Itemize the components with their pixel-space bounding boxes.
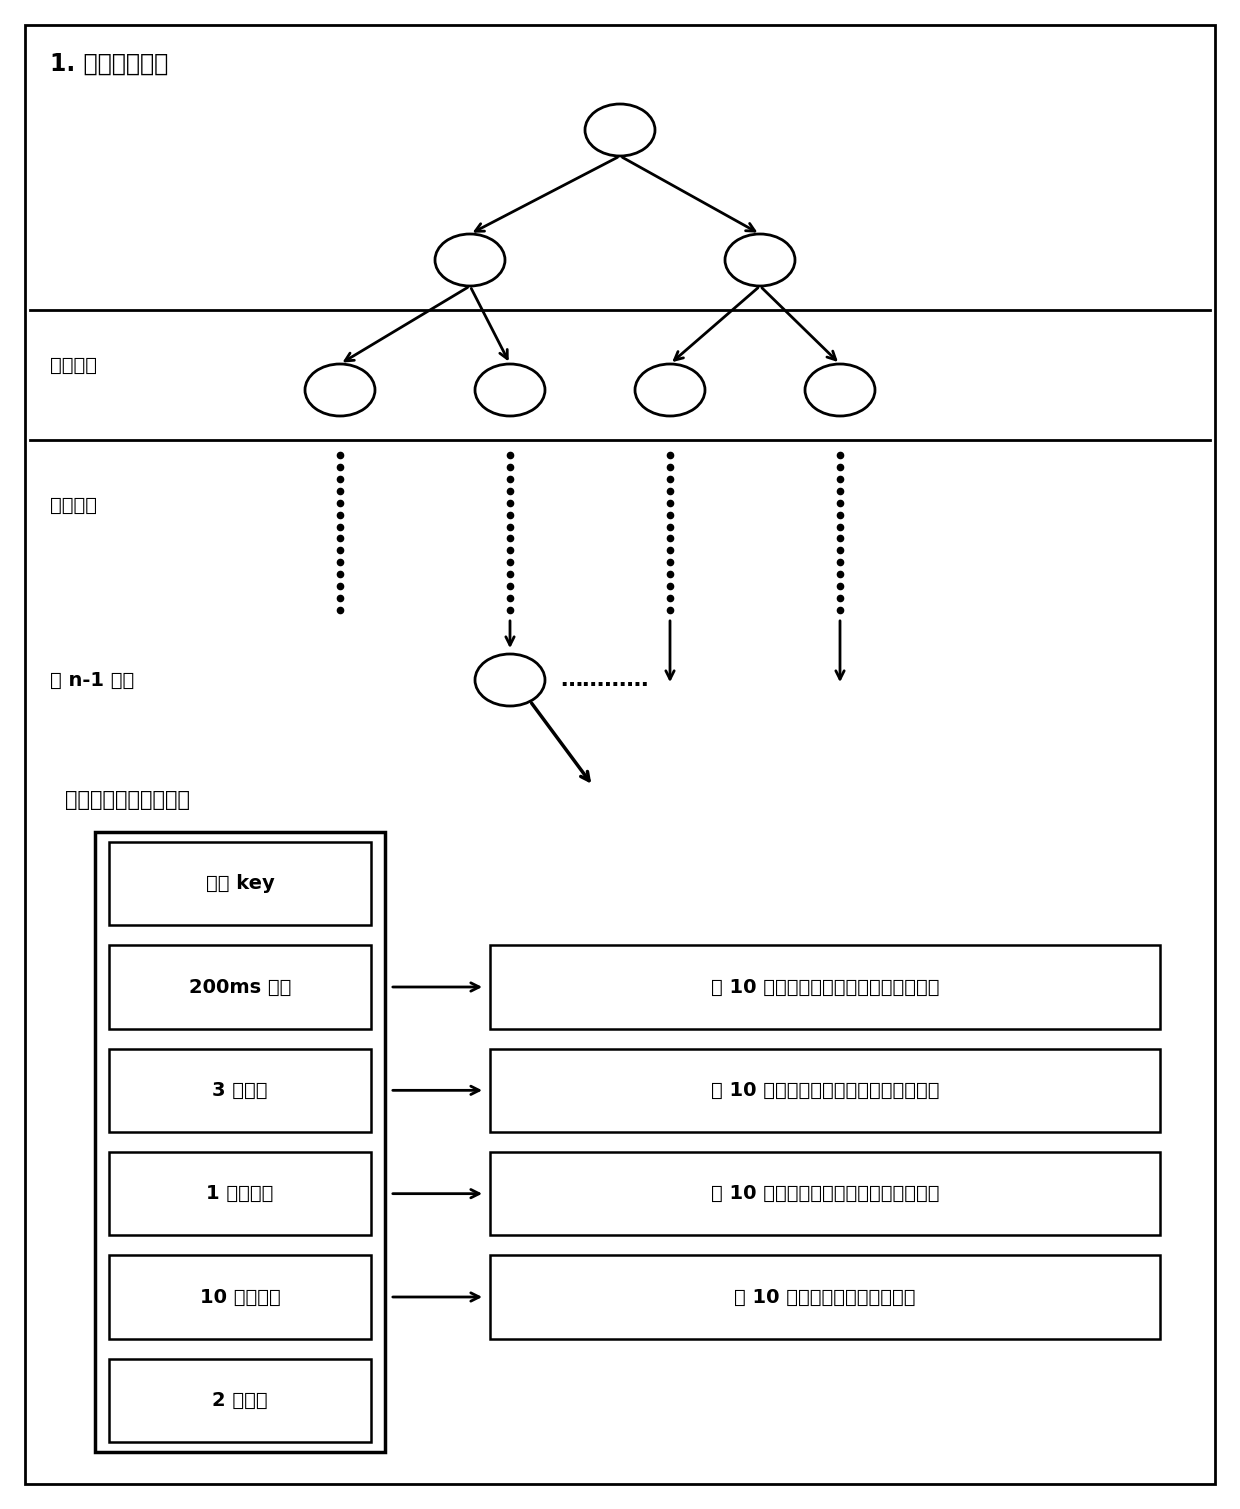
Ellipse shape: [635, 364, 706, 416]
Bar: [109, 1049, 371, 1132]
Text: 3 秒指针: 3 秒指针: [212, 1080, 268, 1100]
Bar: [490, 1255, 1159, 1338]
Text: 2 小时值: 2 小时值: [212, 1391, 268, 1409]
Ellipse shape: [475, 364, 546, 416]
Bar: [109, 1358, 371, 1443]
Text: 二叉树节点的数据结构: 二叉树节点的数据结构: [64, 791, 190, 810]
Ellipse shape: [435, 234, 505, 287]
Bar: [109, 1255, 371, 1338]
Text: 键值 key: 键值 key: [206, 874, 274, 893]
Ellipse shape: [805, 364, 875, 416]
Bar: [490, 1049, 1159, 1132]
Text: 为 10 分钟内各时刻点数据分配的内存区: 为 10 分钟内各时刻点数据分配的内存区: [711, 978, 939, 996]
Text: 为 10 分钟内数据分配的内存区: 为 10 分钟内数据分配的内存区: [734, 1287, 916, 1307]
Text: 1 分钟指针: 1 分钟指针: [206, 1185, 274, 1203]
Ellipse shape: [725, 234, 795, 287]
Bar: [109, 945, 371, 1029]
Ellipse shape: [305, 364, 374, 416]
Ellipse shape: [475, 653, 546, 706]
Text: 10 分钟指针: 10 分钟指针: [200, 1287, 280, 1307]
Text: 第二层：: 第二层：: [50, 356, 97, 374]
Text: 1. 平衡二叉树：: 1. 平衡二叉树：: [50, 51, 169, 75]
Text: 第三层：: 第三层：: [50, 495, 97, 515]
Ellipse shape: [585, 104, 655, 155]
Text: 200ms 指针: 200ms 指针: [188, 978, 291, 996]
Text: 为 10 分钟内各时刻点数据分配的内存区: 为 10 分钟内各时刻点数据分配的内存区: [711, 1185, 939, 1203]
Text: 第 n-1 层：: 第 n-1 层：: [50, 670, 134, 690]
Text: 为 10 分钟内各时刻点数据分配的内存区: 为 10 分钟内各时刻点数据分配的内存区: [711, 1080, 939, 1100]
Bar: [109, 842, 371, 925]
Bar: [95, 831, 384, 1452]
Bar: [109, 1151, 371, 1236]
Text: …………: …………: [560, 670, 649, 690]
Bar: [490, 945, 1159, 1029]
Bar: [490, 1151, 1159, 1236]
